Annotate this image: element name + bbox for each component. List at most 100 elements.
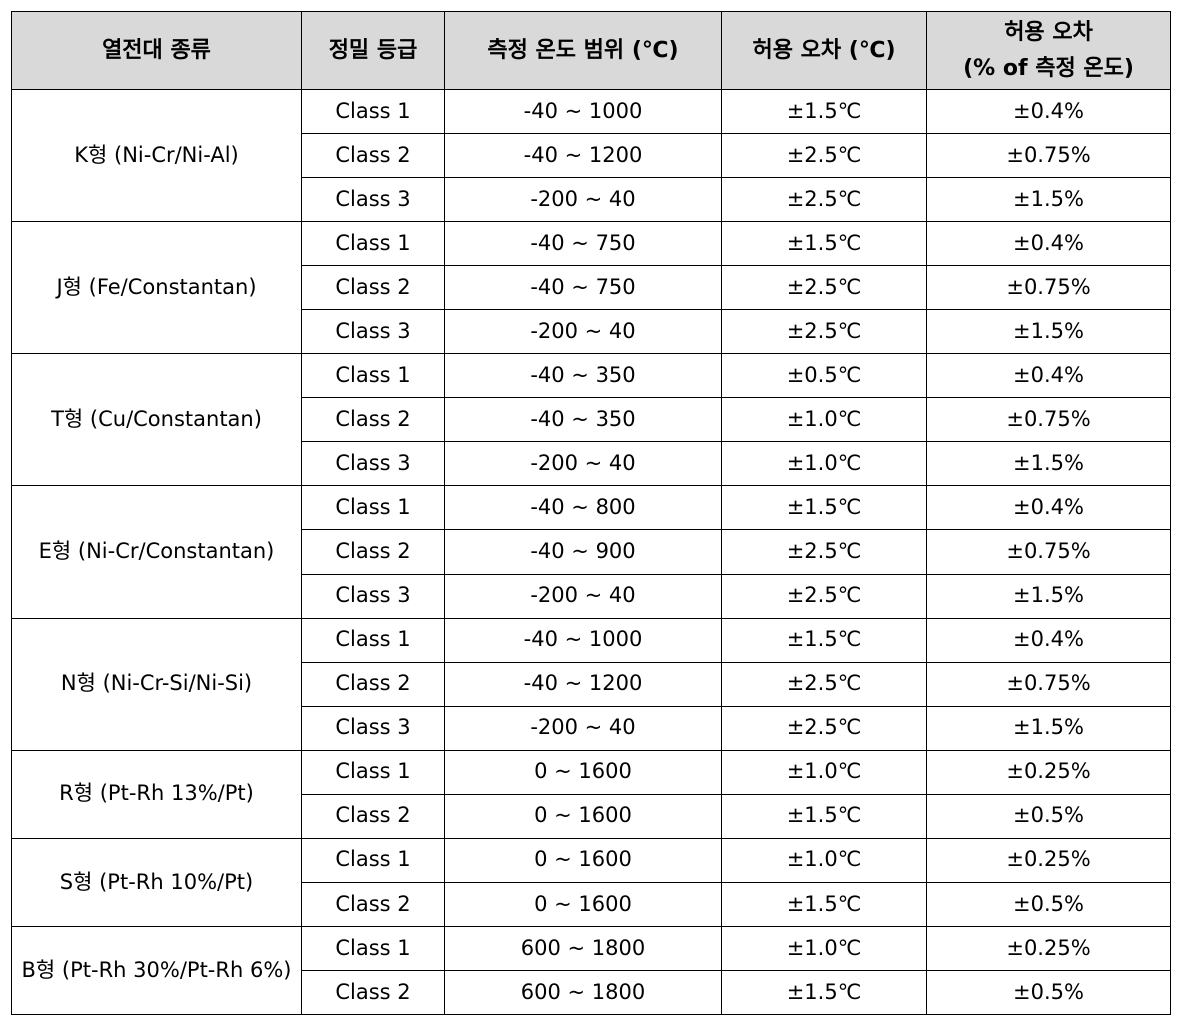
header-tolerance-percent-line1: 허용 오차 xyxy=(1004,20,1093,46)
range-cell: -40 ~ 1000 xyxy=(444,617,722,663)
table-row: Class 2 -40 ~ 1200 ±2.5℃ ±0.75% xyxy=(12,133,1171,179)
table-row: N형 (Ni-Cr-Si/Ni-Si) Class 1 -40 ~ 1000 ±1.5… xyxy=(11,617,1171,751)
tolerance-cell: ±2.5℃ xyxy=(721,661,927,707)
tolerance-percent-cell: ±0.4% xyxy=(926,485,1171,531)
thermocouple-type-cell: K형 (Ni-Cr/Ni-Al) xyxy=(11,88,302,223)
thermocouple-tolerance-table: 열전대 종류 정밀 등급 측정 온도 범위 (℃) 허용 오차 (℃) 허용 오… xyxy=(11,11,1171,1016)
tolerance-cell: ±2.5℃ xyxy=(721,705,927,751)
header-class: 정밀 등급 xyxy=(301,11,445,90)
table-row: J형 (Fe/Constantan) Class 1 -40 ~ 750 ±1.5℃ ±… xyxy=(11,221,1171,355)
thermocouple-type-cell: S형 (Pt-Rh 10%/Pt) xyxy=(11,837,302,927)
tolerance-cell: ±2.5℃ xyxy=(721,573,927,619)
class-cell: Class 3 xyxy=(301,705,445,751)
range-cell: 0 ~ 1600 xyxy=(444,793,722,839)
tolerance-percent-cell: ±0.5% xyxy=(926,793,1171,839)
class-cell: Class 2 xyxy=(301,793,445,839)
table-body: K형 (Ni-Cr/Ni-Al) Class 1 -40 ~ 1000 ±1.5℃ ±0… xyxy=(11,88,1171,1016)
header-range: 측정 온도 범위 (℃) xyxy=(444,11,722,90)
thermocouple-type-cell: T형 (Cu/Constantan) xyxy=(11,353,302,487)
tolerance-percent-cell: ±1.5% xyxy=(926,705,1171,751)
class-cell: Class 2 xyxy=(301,265,445,311)
class-cell: Class 2 xyxy=(301,969,445,1016)
tolerance-cell: ±2.5℃ xyxy=(721,177,927,223)
table-row: Class 2 -40 ~ 350 ±1.0℃ ±0.75% xyxy=(12,397,1171,443)
class-cell: Class 1 xyxy=(301,221,445,267)
table-row: B형 (Pt-Rh 30%/Pt-Rh 6%) Class 1 600 ~ 1800… xyxy=(11,925,1171,1016)
range-cell: -200 ~ 40 xyxy=(444,705,722,751)
class-cell: Class 1 xyxy=(301,749,445,795)
tolerance-cell: ±1.5℃ xyxy=(721,88,927,135)
table-row: Class 3 -200 ~ 40 ±2.5℃ ±1.5% xyxy=(12,177,1171,223)
tolerance-percent-cell: ±0.25% xyxy=(926,925,1171,971)
tolerance-percent-cell: ±0.25% xyxy=(926,749,1171,795)
tolerance-cell: ±1.5℃ xyxy=(721,793,927,839)
class-cell: Class 2 xyxy=(301,881,445,927)
tolerance-percent-cell: ±1.5% xyxy=(926,441,1171,487)
range-cell: -40 ~ 900 xyxy=(444,529,722,575)
class-cell: Class 1 xyxy=(301,925,445,971)
tolerance-percent-cell: ±1.5% xyxy=(926,309,1171,355)
class-cell: Class 1 xyxy=(301,837,445,883)
tolerance-percent-cell: ±0.75% xyxy=(926,529,1171,575)
table-row: K형 (Ni-Cr/Ni-Al) Class 1 -40 ~ 1000 ±1.5℃ ±0… xyxy=(11,88,1171,223)
tolerance-percent-cell: ±0.75% xyxy=(926,397,1171,443)
thermocouple-type-cell: J형 (Fe/Constantan) xyxy=(11,221,302,355)
range-cell: -200 ~ 40 xyxy=(444,441,722,487)
range-cell: -40 ~ 350 xyxy=(444,353,722,399)
tolerance-cell: ±2.5℃ xyxy=(721,265,927,311)
class-cell: Class 2 xyxy=(301,133,445,179)
class-cell: Class 1 xyxy=(301,485,445,531)
tolerance-cell: ±1.0℃ xyxy=(721,397,927,443)
range-cell: 0 ~ 1600 xyxy=(444,837,722,883)
class-cell: Class 1 xyxy=(301,88,445,135)
thermocouple-type-cell: B형 (Pt-Rh 30%/Pt-Rh 6%) xyxy=(11,925,302,1016)
tolerance-percent-cell: ±0.4% xyxy=(926,617,1171,663)
range-cell: 600 ~ 1800 xyxy=(444,925,722,971)
class-cell: Class 3 xyxy=(301,309,445,355)
table-row: Class 2 -40 ~ 1200 ±2.5℃ ±0.75% xyxy=(12,661,1171,707)
tolerance-percent-cell: ±1.5% xyxy=(926,573,1171,619)
range-cell: -40 ~ 350 xyxy=(444,397,722,443)
range-cell: -40 ~ 750 xyxy=(444,221,722,267)
tolerance-percent-cell: ±0.75% xyxy=(926,265,1171,311)
tolerance-percent-cell: ±0.4% xyxy=(926,88,1171,135)
table-row: T형 (Cu/Constantan) Class 1 -40 ~ 350 ±0.5℃ ±… xyxy=(11,353,1171,487)
tolerance-cell: ±2.5℃ xyxy=(721,133,927,179)
tolerance-cell: ±1.5℃ xyxy=(721,617,927,663)
class-cell: Class 2 xyxy=(301,529,445,575)
tolerance-cell: ±1.0℃ xyxy=(721,837,927,883)
class-cell: Class 3 xyxy=(301,441,445,487)
header-tolerance: 허용 오차 (℃) xyxy=(721,11,927,90)
thermocouple-type-cell: E형 (Ni-Cr/Constantan) xyxy=(11,485,302,619)
tolerance-cell: ±1.0℃ xyxy=(721,925,927,971)
range-cell: 600 ~ 1800 xyxy=(444,969,722,1016)
tolerance-cell: ±1.0℃ xyxy=(721,441,927,487)
tolerance-cell: ±1.5℃ xyxy=(721,485,927,531)
tolerance-cell: ±1.0℃ xyxy=(721,749,927,795)
tolerance-cell: ±0.5℃ xyxy=(721,353,927,399)
tolerance-percent-cell: ±0.4% xyxy=(926,221,1171,267)
range-cell: -200 ~ 40 xyxy=(444,573,722,619)
header-tolerance-percent-line2: (% of 측정 온도) xyxy=(963,55,1134,81)
range-cell: 0 ~ 1600 xyxy=(444,881,722,927)
class-cell: Class 2 xyxy=(301,661,445,707)
table-row: Class 3 -200 ~ 40 ±2.5℃ ±1.5% xyxy=(12,705,1171,751)
range-cell: -40 ~ 1200 xyxy=(444,133,722,179)
header-tolerance-percent: 허용 오차 (% of 측정 온도) xyxy=(926,11,1171,90)
tolerance-percent-cell: ±0.75% xyxy=(926,133,1171,179)
table-row: Class 3 -200 ~ 40 ±1.0℃ ±1.5% xyxy=(12,441,1171,487)
table-row: Class 2 -40 ~ 750 ±2.5℃ ±0.75% xyxy=(12,265,1171,311)
tolerance-cell: ±2.5℃ xyxy=(721,529,927,575)
tolerance-percent-cell: ±0.4% xyxy=(926,353,1171,399)
class-cell: Class 1 xyxy=(301,353,445,399)
range-cell: -200 ~ 40 xyxy=(444,309,722,355)
range-cell: -40 ~ 750 xyxy=(444,265,722,311)
thermocouple-type-cell: R형 (Pt-Rh 13%/Pt) xyxy=(11,749,302,839)
class-cell: Class 2 xyxy=(301,397,445,443)
tolerance-percent-cell: ±0.5% xyxy=(926,969,1171,1016)
range-cell: -40 ~ 1000 xyxy=(444,88,722,135)
tolerance-percent-cell: ±1.5% xyxy=(926,177,1171,223)
tolerance-percent-cell: ±0.25% xyxy=(926,837,1171,883)
